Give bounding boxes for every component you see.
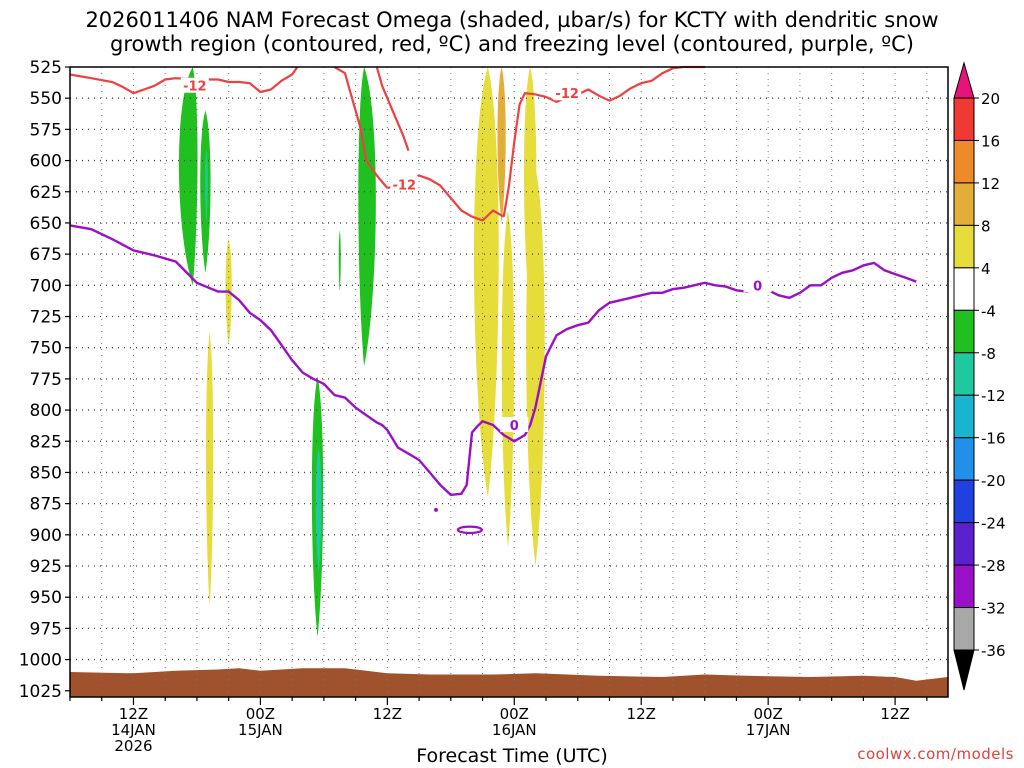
y-tick-label-625: 625 <box>30 183 62 203</box>
contour-label-purple-2: 0 <box>753 279 762 294</box>
colorbar-box-12 <box>953 564 975 609</box>
contour-label-purple-2-bg <box>743 277 772 293</box>
colorbar-label-6: -8 <box>981 345 996 363</box>
y-tick-label-800: 800 <box>30 401 62 421</box>
colorbar-label-10: -24 <box>981 515 1006 533</box>
contour-purple-1 <box>69 224 917 497</box>
colorbar-label-5: -4 <box>981 302 996 320</box>
contour-label-red-3: -12 <box>555 87 579 102</box>
colorbar-box-8 <box>953 394 975 439</box>
y-tick-label-925: 925 <box>30 557 62 577</box>
x-tick-label-0-2: 2026 <box>114 737 152 755</box>
y-tick-label-875: 875 <box>30 495 62 515</box>
y-tick-label-950: 950 <box>30 588 62 608</box>
colorbar-box-3 <box>953 182 975 226</box>
y-tick-label-1000: 1000 <box>19 651 62 671</box>
plot-frame <box>69 66 949 698</box>
x-tick-label-0-0: 12Z <box>119 705 148 723</box>
colorbar-box-11 <box>953 522 975 566</box>
y-tick-label-650: 650 <box>30 214 62 234</box>
colorbar-box-2 <box>953 139 975 184</box>
x-tick-label-1-1: 15JAN <box>238 721 283 739</box>
colorbar-label-7: -12 <box>981 387 1006 405</box>
omega-shade-yellow-2 <box>206 332 214 606</box>
y-tick-label-1025: 1025 <box>19 682 62 702</box>
y-tick-label-600: 600 <box>30 152 62 172</box>
y-tick-label-725: 725 <box>30 308 62 328</box>
omega-shade-green-4 <box>338 230 341 292</box>
contour-red-5 <box>502 92 536 217</box>
colorbar-label-2: 12 <box>981 175 1000 193</box>
y-tick-label-525: 525 <box>30 58 62 78</box>
omega-shade-teal-1 <box>205 148 208 223</box>
contour-label-red-3-bg <box>553 85 582 101</box>
contour-label-red-2-bg <box>390 176 419 192</box>
contour-red-2 <box>375 66 410 151</box>
credit-link[interactable]: coolwx.com/models <box>857 745 1014 763</box>
x-tick-label-5-0: 00Z <box>753 705 782 723</box>
y-tick-label-900: 900 <box>30 526 62 546</box>
y-tick-label-850: 850 <box>30 463 62 483</box>
colorbar-bottom-triangle <box>953 649 975 691</box>
chart-title-line-1: 2026011406 NAM Forecast Omega (shaded, µ… <box>85 8 939 32</box>
omega-shade-orange-1 <box>497 67 506 223</box>
x-tick-label-3-0: 00Z <box>500 705 529 723</box>
colorbar-box-1 <box>953 97 975 141</box>
omega-shade-teal-2 <box>315 447 322 573</box>
colorbar-label-11: -28 <box>981 557 1006 575</box>
contour-purple-closed <box>456 525 483 535</box>
y-tick-label-750: 750 <box>30 339 62 359</box>
y-tick-label-775: 775 <box>30 370 62 390</box>
colorbar-label-8: -16 <box>981 430 1006 448</box>
contour-label-purple-1-bg <box>500 417 529 433</box>
colorbar-label-13: -36 <box>981 642 1006 660</box>
terrain-band <box>70 668 948 697</box>
x-tick-label-0-1: 14JAN <box>111 721 156 739</box>
colorbar-box-13 <box>953 607 975 651</box>
y-tick-label-575: 575 <box>30 120 62 140</box>
y-tick-label-975: 975 <box>30 619 62 639</box>
x-axis-title: Forecast Time (UTC) <box>416 745 608 767</box>
contour-label-red-2: -12 <box>393 178 417 193</box>
contour-label-red-1-bg <box>180 77 209 93</box>
omega-shade-yellow-3 <box>473 67 499 498</box>
colorbar-label-4: 4 <box>981 260 991 278</box>
colorbar-top-triangle <box>953 61 975 99</box>
colorbar-label-12: -32 <box>981 600 1006 618</box>
colorbar-box-6 <box>953 309 975 354</box>
colorbar-box-10 <box>953 479 975 524</box>
y-tick-label-550: 550 <box>30 89 62 109</box>
y-tick-label-675: 675 <box>30 245 62 265</box>
omega-shade-yellow-4 <box>501 210 515 548</box>
colorbar-label-3: 8 <box>981 217 991 235</box>
x-tick-label-4-0: 12Z <box>627 705 656 723</box>
colorbar-box-4 <box>953 224 975 269</box>
x-tick-label-3-1: 16JAN <box>492 721 537 739</box>
contour-label-red-1: -12 <box>183 80 207 95</box>
x-tick-label-2-0: 12Z <box>373 705 402 723</box>
contour-red-3 <box>333 66 389 189</box>
y-tick-label-825: 825 <box>30 432 62 452</box>
contour-label-purple-1: 0 <box>510 419 519 434</box>
colorbar-box-7 <box>953 352 975 396</box>
x-tick-label-1-0: 00Z <box>246 705 275 723</box>
omega-shade-yellow-6 <box>526 168 545 567</box>
y-tick-label-700: 700 <box>30 276 62 296</box>
contour-purple-dot <box>434 507 439 512</box>
colorbar-label-9: -20 <box>981 472 1006 490</box>
colorbar-box-9 <box>953 437 975 481</box>
colorbar-label-1: 16 <box>981 132 1000 150</box>
chart-title-line-2: growth region (contoured, red, ºC) and f… <box>110 32 914 56</box>
colorbar-label-0: 20 <box>981 90 1000 108</box>
x-tick-label-5-1: 17JAN <box>746 721 791 739</box>
omega-shade-green-1 <box>178 67 198 286</box>
colorbar-box-5 <box>953 267 975 311</box>
x-tick-label-6-0: 12Z <box>880 705 909 723</box>
